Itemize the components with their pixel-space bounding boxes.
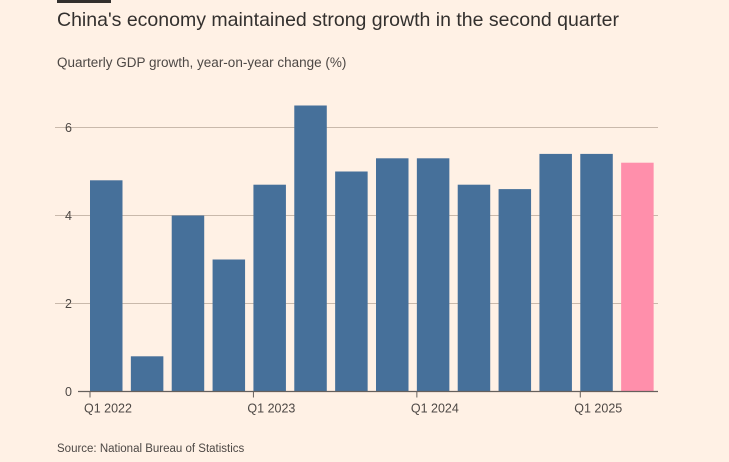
x-tick-label-q1-2025: Q1 2025 [574,402,622,416]
bar-q4-2023 [376,158,409,392]
bar-q1-2025 [580,153,613,392]
bar-q4-2024 [539,153,572,392]
header-accent-bar [57,0,111,3]
bar-q3-2024 [498,189,532,392]
x-tick-label-q1-2022: Q1 2022 [84,402,132,416]
y-tick-label-4: 4 [65,209,72,223]
bar-q2-2025 [621,162,654,392]
bar-q1-2024 [416,158,450,392]
bar-q3-2022 [171,215,205,392]
bar-q3-2023 [335,171,368,392]
bar-q2-2024 [457,184,491,392]
source-note: Source: National Bureau of Statistics [57,443,245,455]
y-tick-label-0: 0 [65,385,72,399]
bar-q2-2022 [130,356,164,392]
bar-q4-2022 [212,259,246,392]
y-tick-label-2: 2 [65,297,72,311]
x-tick-label-q1-2023: Q1 2023 [247,402,295,416]
y-tick-label-6: 6 [65,121,72,135]
x-tick-label-q1-2024: Q1 2024 [411,402,459,416]
bar-q1-2022 [90,180,123,392]
chart-title: China's economy maintained strong growth… [57,9,619,31]
chart-subtitle: Quarterly GDP growth, year-on-year chang… [57,55,347,70]
bar-q1-2023 [253,184,286,392]
bar-q2-2023 [294,105,327,392]
